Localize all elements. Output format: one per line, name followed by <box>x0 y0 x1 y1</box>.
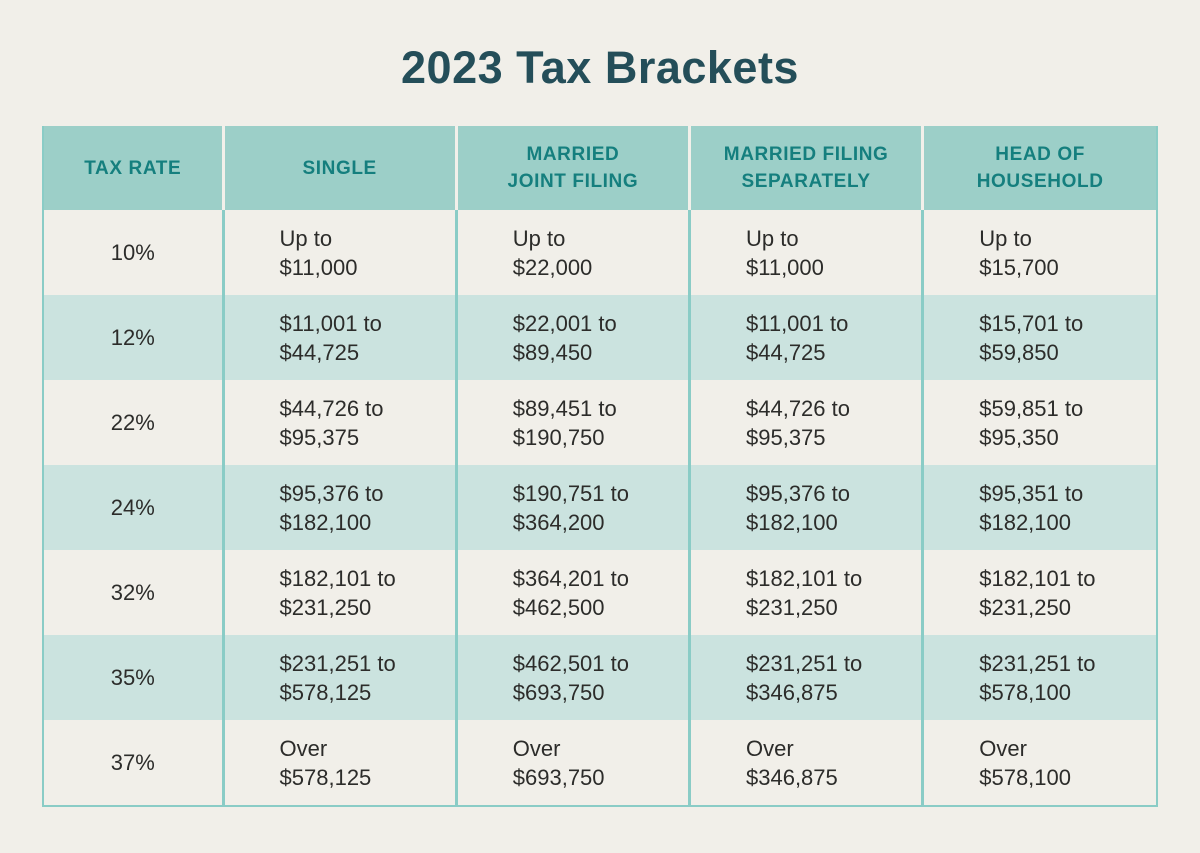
column-header-label: TAX RATE <box>84 157 182 179</box>
single-bracket-cell: $95,376 to $182,100 <box>221 465 457 550</box>
married-separate-bracket-cell: $95,376 to $182,100 <box>687 465 923 550</box>
column-header-label: SEPARATELY <box>741 171 871 192</box>
single-bracket-cell: Over $578,125 <box>221 720 457 805</box>
tax-rate-cell: 24% <box>110 494 155 520</box>
married-joint-bracket-cell: $364,201 to $462,500 <box>454 550 690 635</box>
married-joint-bracket-cell: $22,001 to $89,450 <box>454 295 690 380</box>
head-of-household-bracket-cell: $15,701 to $59,850 <box>921 295 1156 380</box>
table-row: 10% Up to $11,000 Up to $22,000 Up to $11,0… <box>44 210 1156 295</box>
head-of-household-bracket-cell: $182,101 to $231,250 <box>921 550 1156 635</box>
married-separate-bracket-cell: Over $346,875 <box>687 720 923 805</box>
tax-rate-cell: 37% <box>110 749 155 775</box>
table-row: 12% $11,001 to $44,725 $22,001 to $89,450 … <box>44 295 1156 380</box>
column-header-label: SINGLE <box>302 157 377 179</box>
head-of-household-bracket-cell: Over $578,100 <box>921 720 1156 805</box>
married-separate-bracket-cell: $44,726 to $95,375 <box>687 380 923 465</box>
head-of-household-bracket-cell: $95,351 to $182,100 <box>921 465 1156 550</box>
table-row: 35% $231,251 to $578,125 $462,501 to $693,… <box>44 635 1156 720</box>
column-header-head-of-household: HEAD OF HOUSEHOLD <box>921 126 1156 210</box>
column-header-married-filing-separately: MARRIED FILING SEPARATELY <box>687 126 923 210</box>
table-row: 24% $95,376 to $182,100 $190,751 to $364,2… <box>44 465 1156 550</box>
tax-rate-cell: 22% <box>110 409 155 435</box>
married-separate-bracket-cell: $231,251 to $346,875 <box>687 635 923 720</box>
table-row: 32% $182,101 to $231,250 $364,201 to $462,… <box>44 550 1156 635</box>
married-joint-bracket-cell: $190,751 to $364,200 <box>454 465 690 550</box>
column-header-label: MARRIED <box>526 144 620 165</box>
married-separate-bracket-cell: Up to $11,000 <box>687 210 923 295</box>
married-separate-bracket-cell: $182,101 to $231,250 <box>687 550 923 635</box>
head-of-household-bracket-cell: $59,851 to $95,350 <box>921 380 1156 465</box>
married-separate-bracket-cell: $11,001 to $44,725 <box>687 295 923 380</box>
table-row: 22% $44,726 to $95,375 $89,451 to $190,750… <box>44 380 1156 465</box>
column-header-tax-rate: TAX RATE <box>44 126 224 210</box>
single-bracket-cell: $182,101 to $231,250 <box>221 550 457 635</box>
column-header-label: MARRIED FILING <box>723 144 889 165</box>
head-of-household-bracket-cell: Up to $15,700 <box>921 210 1156 295</box>
single-bracket-cell: Up to $11,000 <box>221 210 457 295</box>
header-row: TAX RATE SINGLE MARRIED JOINT FILING MAR… <box>44 126 1156 210</box>
single-bracket-cell: $231,251 to $578,125 <box>221 635 457 720</box>
column-header-single: SINGLE <box>221 126 457 210</box>
tax-rate-cell: 12% <box>110 324 155 350</box>
tax-brackets-table: TAX RATE SINGLE MARRIED JOINT FILING MAR… <box>42 126 1158 807</box>
married-joint-bracket-cell: $462,501 to $693,750 <box>454 635 690 720</box>
table-row: 37% Over $578,125 Over $693,750 Over $346,8… <box>44 720 1156 805</box>
column-header-label: JOINT FILING <box>507 171 639 192</box>
single-bracket-cell: $44,726 to $95,375 <box>221 380 457 465</box>
tax-rate-cell: 10% <box>110 239 155 265</box>
tax-rate-cell: 35% <box>110 664 155 690</box>
married-joint-bracket-cell: Up to $22,000 <box>454 210 690 295</box>
married-joint-bracket-cell: Over $693,750 <box>454 720 690 805</box>
column-header-label: HOUSEHOLD <box>976 171 1104 192</box>
tax-rate-cell: 32% <box>110 579 155 605</box>
page-title: 2023 Tax Brackets <box>401 42 799 93</box>
tax-table: TAX RATE SINGLE MARRIED JOINT FILING MAR… <box>44 126 1156 805</box>
married-joint-bracket-cell: $89,451 to $190,750 <box>454 380 690 465</box>
column-header-married-joint-filing: MARRIED JOINT FILING <box>454 126 690 210</box>
head-of-household-bracket-cell: $231,251 to $578,100 <box>921 635 1156 720</box>
column-header-label: HEAD OF <box>995 144 1085 165</box>
single-bracket-cell: $11,001 to $44,725 <box>221 295 457 380</box>
